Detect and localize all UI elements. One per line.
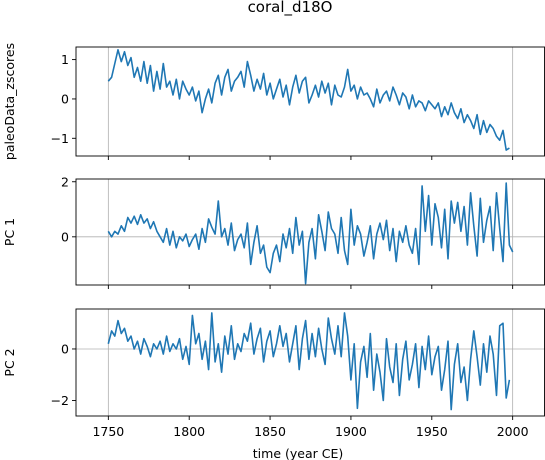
x-tick-label: 1800: [173, 424, 205, 439]
y-tick-label-pc1: 2: [61, 174, 69, 189]
y-tick-label-zscores: 1: [61, 52, 69, 67]
series-line-pc2: [108, 313, 509, 410]
y-tick-label-pc2: −2: [51, 393, 69, 408]
x-tick-label: 2000: [497, 424, 529, 439]
y-axis-title-zscores: paleoData_zscores: [2, 43, 17, 160]
panel-frame-pc2: [76, 309, 545, 416]
panel-pc2: 0 −2 PC 2: [2, 309, 545, 420]
y-tick-label-zscores: −1: [51, 131, 69, 146]
x-tick-label: 1900: [335, 424, 367, 439]
x-tick-label: 1850: [254, 424, 286, 439]
y-tick-label-pc1: 0: [61, 229, 69, 244]
y-axis-title-pc2: PC 2: [2, 348, 17, 376]
y-tick-label-pc2: 0: [61, 341, 69, 356]
series-line-pc1: [108, 183, 512, 284]
x-axis-title: time (year CE): [253, 446, 343, 460]
x-tick-label: 1950: [416, 424, 448, 439]
series-line-zscores: [108, 50, 509, 150]
y-tick-label-zscores: 0: [61, 91, 69, 106]
panel-pc1: 2 0 PC 1: [2, 174, 545, 289]
panel-zscores: 1 0 −1 paleoData_zscores: [2, 43, 545, 160]
x-tick-label: 1750: [92, 424, 124, 439]
y-axis-title-pc1: PC 1: [2, 218, 17, 246]
figure-title: coral_d18O: [248, 0, 333, 17]
